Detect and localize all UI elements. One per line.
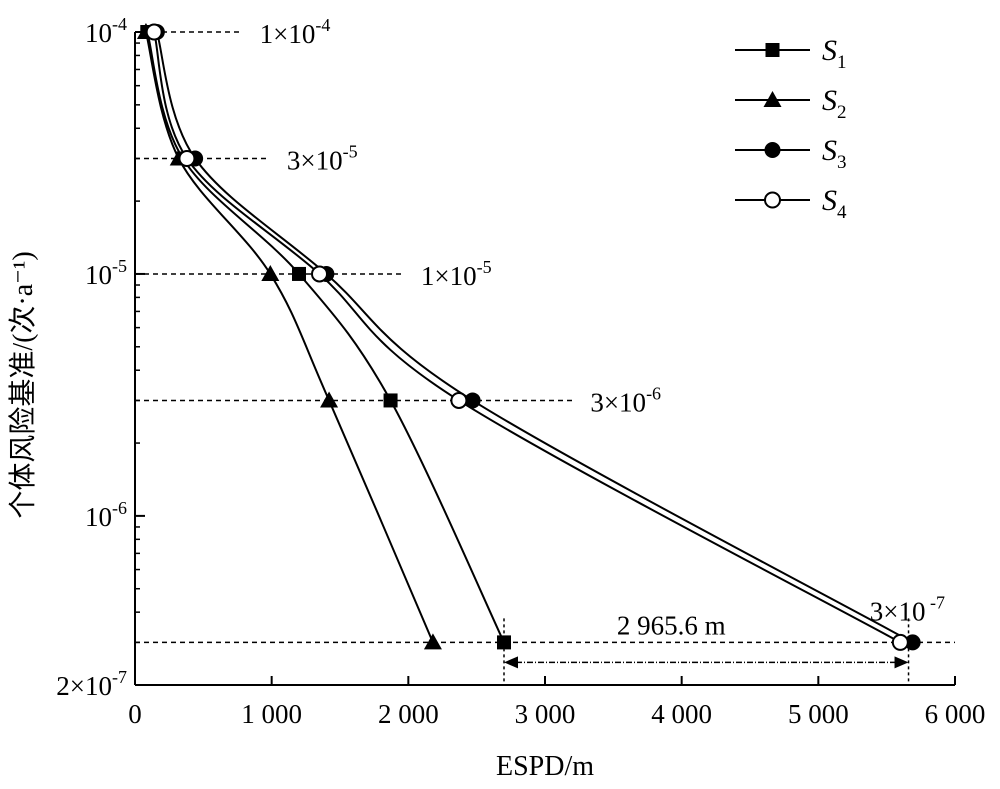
series-layer (136, 23, 921, 651)
series-S1 (140, 25, 511, 650)
marker-triangle (423, 633, 442, 650)
series-line (144, 31, 434, 643)
marker-filled-circle (764, 142, 781, 158)
reference-label: 3×10 -7 (870, 592, 945, 626)
x-tick-label: 1 000 (241, 699, 302, 729)
x-tick-label: 4 000 (651, 699, 712, 729)
x-tick-label: 6 000 (925, 699, 986, 729)
y-tick-label: 10-4 (85, 14, 127, 48)
legend-label: S2 (822, 84, 847, 123)
marker-square (292, 266, 306, 281)
series-line (153, 31, 901, 644)
legend-item: S3 (735, 134, 847, 173)
legend-item: S4 (735, 184, 847, 223)
legend-label: S1 (822, 34, 847, 73)
series-S2 (136, 23, 442, 650)
x-tick-label: 0 (128, 699, 142, 729)
marker-triangle (261, 264, 280, 281)
marker-open-circle (764, 191, 781, 209)
marker-filled-circle (464, 392, 481, 409)
legend-item: S2 (735, 84, 847, 123)
legend-label: S3 (822, 134, 847, 173)
reference-label: 3×10-5 (287, 142, 358, 176)
series-line (155, 31, 914, 644)
series-S4 (145, 23, 909, 651)
marker-open-circle (450, 391, 468, 409)
marker-open-circle (178, 150, 196, 168)
marker-open-circle (891, 633, 909, 651)
marker-triangle (763, 91, 782, 107)
series-line (146, 31, 505, 643)
x-axis-title: ESPD/m (496, 751, 594, 782)
annotation-arrowhead (894, 656, 909, 669)
x-tick-label: 3 000 (515, 699, 576, 729)
marker-open-circle (145, 23, 163, 41)
reference-label: 1×10-4 (260, 15, 331, 49)
marker-square (383, 393, 398, 408)
marker-triangle (320, 391, 339, 408)
x-tick-label: 5 000 (788, 699, 849, 729)
annotation-arrowhead (504, 656, 518, 669)
annotation-layer: 2 965.6 m (503, 610, 910, 685)
y-tick-label: 10-5 (85, 256, 127, 290)
legend-label: S4 (822, 184, 847, 223)
reference-label: 3×10-6 (590, 383, 661, 417)
marker-square (765, 43, 780, 57)
series-S3 (148, 24, 921, 651)
reference-label: 1×10-5 (421, 257, 492, 291)
legend-item: S1 (735, 34, 847, 73)
y-tick-label: 2×10-7 (56, 667, 127, 701)
y-axis-title: 个体风险基准/(次·a⁻¹) (7, 251, 39, 518)
y-tick-label: 10-6 (85, 498, 127, 532)
axes: 0 1 000 2 000 3 000 4 000 5 000 6 000 10-4 10-5 1… (56, 14, 985, 729)
x-tick-label: 2 000 (378, 699, 439, 729)
annotation-label: 2 965.6 m (617, 610, 726, 640)
legend: S1 S2 S3 S4 (735, 34, 847, 223)
marker-open-circle (311, 265, 328, 283)
